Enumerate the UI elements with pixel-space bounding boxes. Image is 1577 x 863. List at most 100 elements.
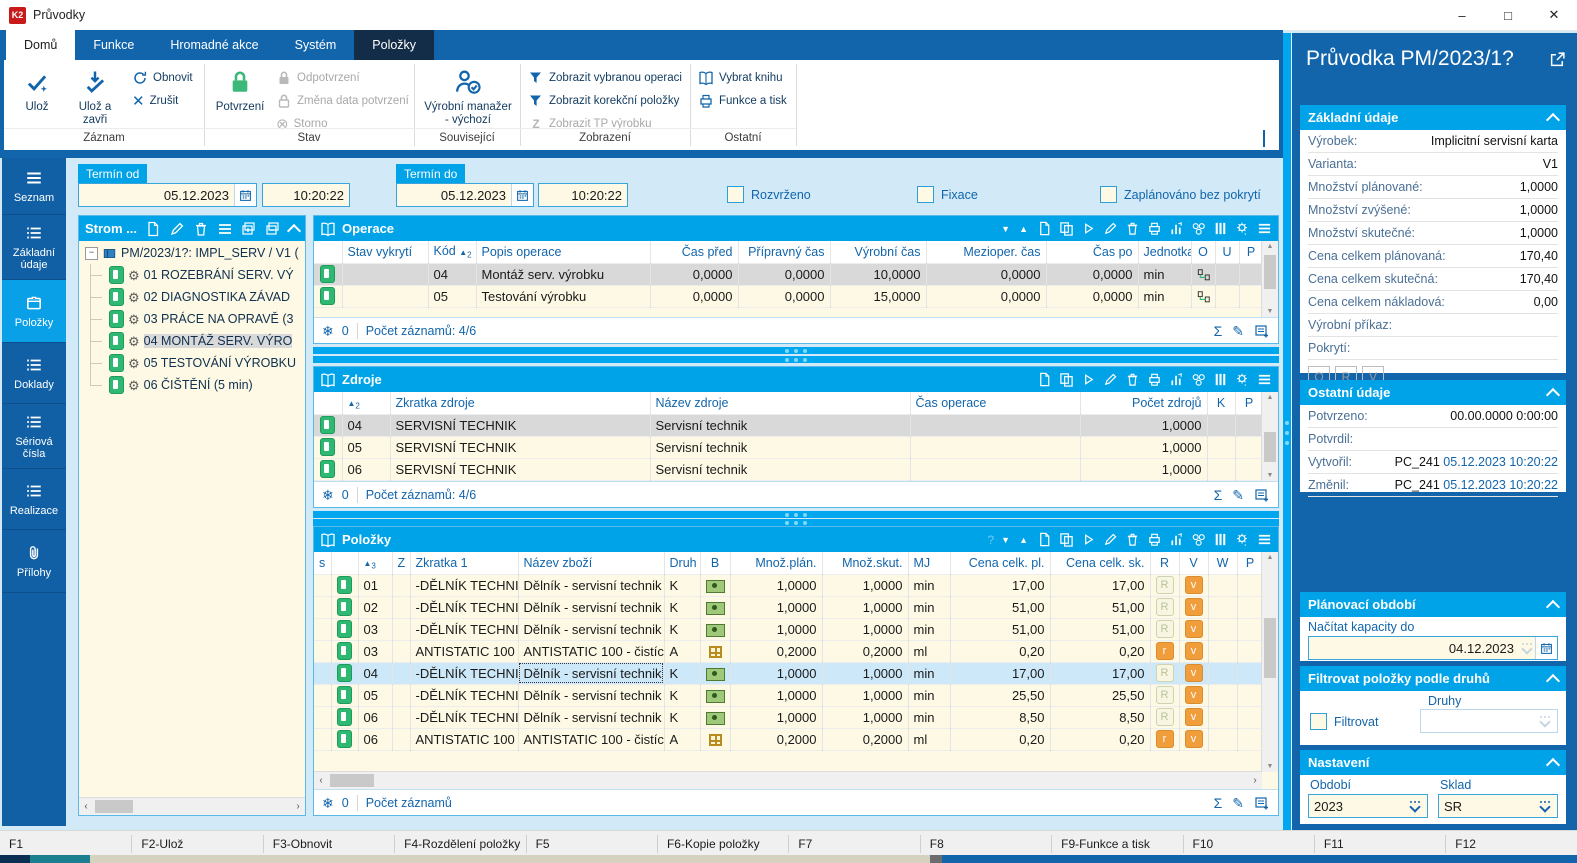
section-header[interactable]: Základní údaje [1300,105,1566,130]
col-pripravny[interactable]: Přípravný čas [738,241,831,264]
gears-icon[interactable] [1191,532,1206,547]
polozky-horizontal-scrollbar[interactable]: ‹ › [314,771,1262,789]
fkey-f9[interactable]: F9-Funkce a tisk [1051,834,1182,853]
fkey-f12[interactable]: F12 [1445,834,1576,853]
col-cas-pred[interactable]: Čas před [650,241,739,264]
add-note-icon[interactable] [1254,795,1270,811]
col-p[interactable]: P [1239,241,1264,264]
termin-do-date-field[interactable]: 05.12.2023 [396,183,534,207]
table-row[interactable]: 06 -DĚLNÍK TECHNIK Dělník - servisní tech… [314,706,1264,729]
columns-icon[interactable] [1213,221,1228,236]
unconfirm-button[interactable]: Odpotvrzení [276,68,360,88]
checkbox-rozvrzeno[interactable]: Rozvrženo [727,186,811,203]
save-and-close-button[interactable]: Ulož a zavři [66,66,124,127]
termin-od-date-field[interactable]: 05.12.2023 [78,183,257,207]
scroll-left-icon[interactable]: ‹ [319,775,323,786]
scrollbar-thumb[interactable] [1264,255,1276,289]
sidebar-item-polozky[interactable]: Položky [2,280,66,343]
tree-item[interactable]: ⚙ 05 TESTOVÁNÍ VÝROBKU [79,352,305,374]
new-record-icon[interactable] [1037,532,1052,547]
print-icon[interactable] [1147,532,1162,547]
table-row[interactable]: 04 SERVISNÍ TECHNIK Servisní technik 1,000… [314,414,1264,437]
col-cena-sk[interactable]: Cena celk. sk. [1050,552,1151,575]
dropdown-icon[interactable] [1519,643,1535,655]
col-nazev-zbozi[interactable]: Název zboží [518,552,665,575]
caret-down-icon[interactable]: ▼ [1001,534,1013,545]
chart-icon[interactable] [1169,221,1184,236]
col-mj[interactable]: MJ [908,552,951,575]
print-icon[interactable] [1147,372,1162,387]
change-confirm-date-button[interactable]: Změna data potvrzení [276,91,409,111]
section-header[interactable]: Ostatní údaje [1300,380,1566,405]
col-nazev-zdroje[interactable]: Název zdroje [650,392,911,415]
copy-icon[interactable] [1059,372,1074,387]
tab-system[interactable]: Systém [294,38,337,52]
kapacity-date-field[interactable]: 04.12.2023 [1308,636,1558,660]
caret-up-icon[interactable]: ▲ [1019,223,1030,234]
edit-icon[interactable]: ✎ [1232,486,1244,503]
col-popis[interactable]: Popis operace [476,241,651,264]
col-r[interactable]: R [1150,552,1180,575]
fkey-f6[interactable]: F6-Kopie položky [656,834,788,853]
maximize-button[interactable]: □ [1504,7,1512,23]
col-zkratka-zdroje[interactable]: Zkratka zdroje [390,392,651,415]
show-correction-items-button[interactable]: Zobrazit korekční položky [528,91,679,111]
calendar-icon[interactable] [234,184,256,206]
fkey-f7[interactable]: F7 [788,834,919,853]
add-note-icon[interactable] [1254,487,1270,503]
polozky-vertical-scrollbar[interactable]: ▲ ▼ [1261,552,1278,772]
open-in-window-icon[interactable] [1549,51,1566,68]
table-row[interactable]: 05 -DĚLNÍK TECHNIK Dělník - servisní tech… [314,684,1264,707]
dropdown-icon[interactable] [1537,801,1553,813]
sidebar-item-seznam[interactable]: Seznam [2,158,66,215]
col-o[interactable]: O [1191,241,1216,264]
gears-icon[interactable] [1191,372,1206,387]
col-sort[interactable]: ▲2 [342,392,391,415]
fkey-f8[interactable]: F8 [919,834,1051,853]
checkbox-fixace[interactable]: Fixace [917,186,978,203]
help-icon[interactable]: ? [987,532,995,547]
show-tp-button[interactable]: Z Zobrazit TP výrobku [528,114,651,134]
scroll-right-icon[interactable]: › [1253,775,1257,786]
tree-item[interactable]: ⚙ 02 DIAGNOSTIKA ZÁVAD [79,286,305,308]
col-sort[interactable]: ▲3 [358,552,393,575]
col-cena-pl[interactable]: Cena celk. pl. [950,552,1051,575]
sidebar-item-seriova-cisla[interactable]: Sériová čísla [2,404,66,469]
refresh-button[interactable]: Obnovit [132,68,193,88]
new-record-icon[interactable] [1037,372,1052,387]
zdroje-vertical-scrollbar[interactable]: ▲ ▼ [1261,392,1278,481]
fkey-f5[interactable]: F5 [525,834,657,853]
col-p[interactable]: P [1237,552,1264,575]
tab-funkce[interactable]: Funkce [93,38,135,52]
table-row[interactable]: 05 SERVISNÍ TECHNIK Servisní technik 1,000… [314,436,1264,459]
settings-gear-icon[interactable] [1235,372,1250,387]
table-row[interactable]: 05 Testování výrobku 0,0000 0,0000 15,0000… [314,285,1264,308]
add-note-icon[interactable] [1254,323,1270,339]
chevron-up-icon[interactable] [1545,599,1561,614]
expand-all-icon[interactable] [241,221,257,237]
settings-gear-icon[interactable] [1235,532,1250,547]
col-pocet-zdroju[interactable]: Počet zdrojů [1080,392,1208,415]
col-cas-po[interactable]: Čas po [1046,241,1139,264]
dropdown-icon[interactable] [1407,801,1423,813]
table-row[interactable]: 02 -DĚLNÍK TECHNIK Dělník - servisní tech… [314,596,1264,619]
delete-icon[interactable] [193,221,209,237]
table-row-selected[interactable]: 04 -DĚLNÍK TECHNIK Dělník - servisní tech… [314,662,1264,685]
edit-icon[interactable] [1103,372,1118,387]
sum-icon[interactable]: Σ [1213,794,1223,811]
fkey-f2[interactable]: F2-Ulož [131,834,262,853]
table-row[interactable]: 04 Montáž serv. výrobku 0,0000 0,0000 10,0… [314,263,1264,286]
scrollbar-thumb[interactable] [1264,432,1276,462]
sidebar-item-doklady[interactable]: Doklady [2,343,66,404]
delete-icon[interactable] [1125,532,1140,547]
col-p[interactable]: P [1235,392,1264,415]
menu-icon[interactable] [217,221,233,237]
col-k[interactable]: K [1207,392,1236,415]
tree-item[interactable]: ⚙ 01 ROZEBRÁNÍ SERV. VÝ [79,264,305,286]
checkbox-box[interactable] [1310,713,1327,730]
caret-down-icon[interactable]: ▼ [1001,223,1013,234]
tree-collapse-icon[interactable]: − [85,246,98,260]
collapse-ribbon-icon[interactable] [1263,130,1265,147]
col-v[interactable]: V [1179,552,1209,575]
filtrovat-checkbox[interactable]: Filtrovat [1310,713,1378,730]
